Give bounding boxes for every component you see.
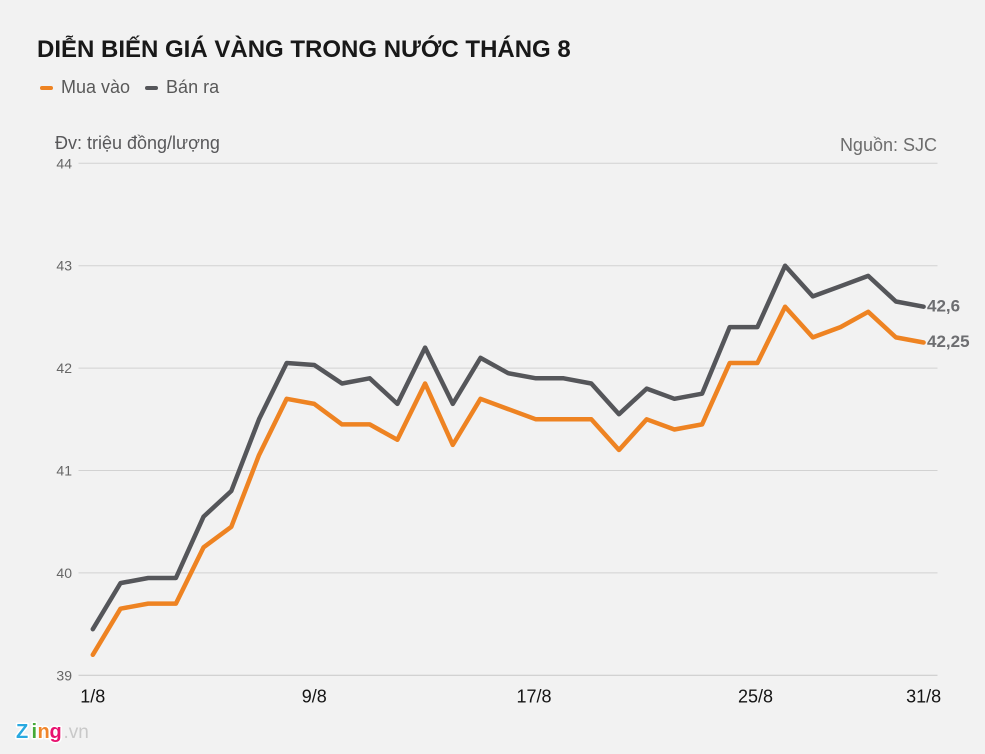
svg-text:42,25: 42,25: [927, 332, 970, 351]
svg-text:40: 40: [56, 565, 72, 581]
svg-text:17/8: 17/8: [516, 687, 551, 707]
svg-text:44: 44: [56, 155, 72, 171]
svg-text:42,6: 42,6: [927, 297, 960, 316]
svg-text:Z: Z: [16, 721, 28, 743]
svg-text:41: 41: [56, 463, 72, 479]
svg-text:i: i: [32, 721, 38, 743]
svg-text:.vn: .vn: [64, 722, 89, 743]
svg-text:1/8: 1/8: [80, 687, 105, 707]
svg-text:9/8: 9/8: [302, 687, 327, 707]
svg-text:31/8: 31/8: [906, 687, 941, 707]
svg-text:42: 42: [56, 360, 72, 376]
svg-text:n: n: [38, 721, 50, 743]
svg-text:25/8: 25/8: [738, 687, 773, 707]
svg-text:43: 43: [56, 258, 72, 274]
svg-text:g: g: [50, 721, 62, 743]
svg-text:39: 39: [56, 667, 72, 683]
